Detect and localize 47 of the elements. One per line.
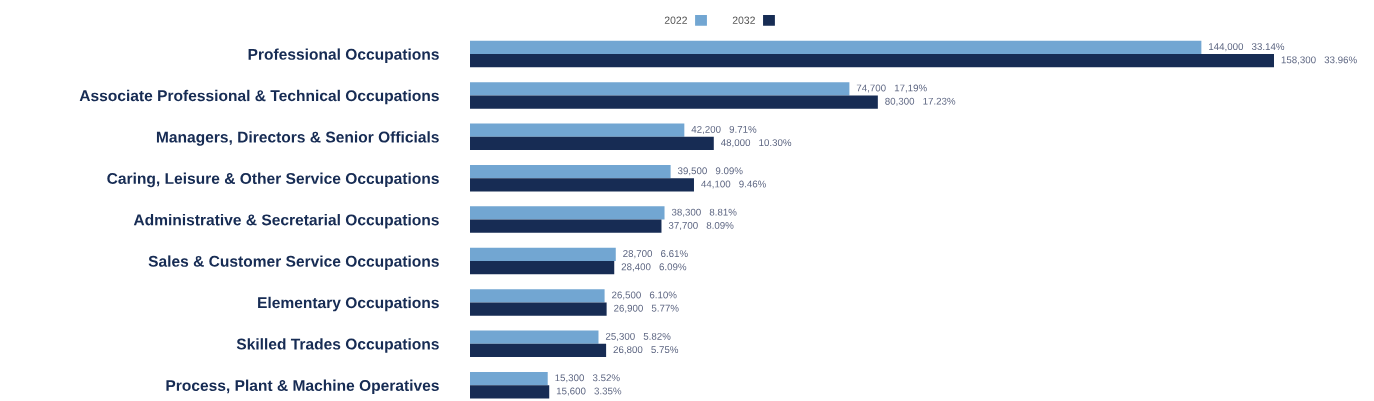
y-tick-label: Process, Plant & Machine Operatives — [166, 379, 439, 395]
data-label: 15,600 3.35% — [556, 387, 622, 396]
data-label: 74,700 17,19% — [856, 84, 927, 93]
data-label: 158,300 33.96% — [1281, 56, 1357, 65]
data-label: 26,500 6.10% — [612, 291, 677, 300]
data-label: 42,200 9.71% — [691, 125, 757, 134]
bar — [470, 247, 616, 262]
bar — [470, 164, 671, 179]
data-label: 39,500 9.09% — [677, 167, 743, 176]
data-label: 48,000 10.30% — [720, 139, 792, 148]
bar — [470, 371, 548, 386]
y-tick-label: Sales & Customer Service Occupations — [148, 255, 439, 270]
data-label: 80,300 17.23% — [885, 97, 956, 106]
y-tick-label: Elementary Occupations — [258, 296, 439, 312]
bar — [470, 136, 714, 151]
data-label: 44,100 9.46% — [701, 180, 766, 189]
bar — [470, 330, 599, 344]
y-tick-label: Professional Occupations — [248, 48, 439, 63]
data-label: 26,800 5.75% — [613, 346, 679, 355]
y-tick-label: Administrative & Secretarial Occupations — [133, 213, 439, 229]
bar — [470, 261, 615, 275]
bar — [470, 40, 1202, 55]
bar — [470, 385, 550, 399]
y-tick-label: Associate Professional & Technical Occupations — [79, 89, 439, 105]
data-label: 25,300 5.82% — [605, 332, 671, 341]
legend-label: 2022 — [664, 16, 687, 24]
bar — [470, 123, 685, 137]
data-label: 38,300 8.81% — [671, 208, 737, 217]
data-label: 15,300 3.52% — [555, 374, 620, 383]
data-label: 28,400 6.09% — [621, 263, 687, 272]
data-label: 144,000 33.14% — [1209, 43, 1285, 52]
bar — [470, 178, 694, 192]
bar — [470, 219, 662, 233]
bar — [470, 95, 878, 109]
bar — [470, 343, 607, 358]
y-tick-label: Managers, Directors & Senior Officials — [156, 131, 439, 146]
bar — [470, 54, 1274, 68]
y-tick-label: Caring, Leisure & Other Service Occupations — [107, 172, 439, 188]
bar — [470, 289, 605, 303]
bar — [470, 302, 607, 316]
bar — [470, 206, 665, 220]
data-label: 37,700 8.09% — [668, 221, 734, 230]
bar — [470, 82, 850, 96]
data-label: 26,900 5.77% — [614, 304, 679, 313]
legend-label: 2032 — [732, 16, 755, 24]
y-tick-label: Skilled Trades Occupations — [236, 338, 439, 353]
data-label: 28,700 6.61% — [623, 250, 688, 259]
